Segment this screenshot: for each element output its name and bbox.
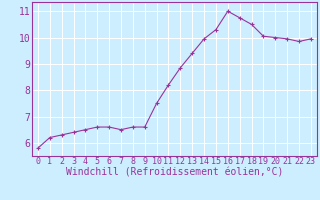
X-axis label: Windchill (Refroidissement éolien,°C): Windchill (Refroidissement éolien,°C) xyxy=(66,168,283,178)
